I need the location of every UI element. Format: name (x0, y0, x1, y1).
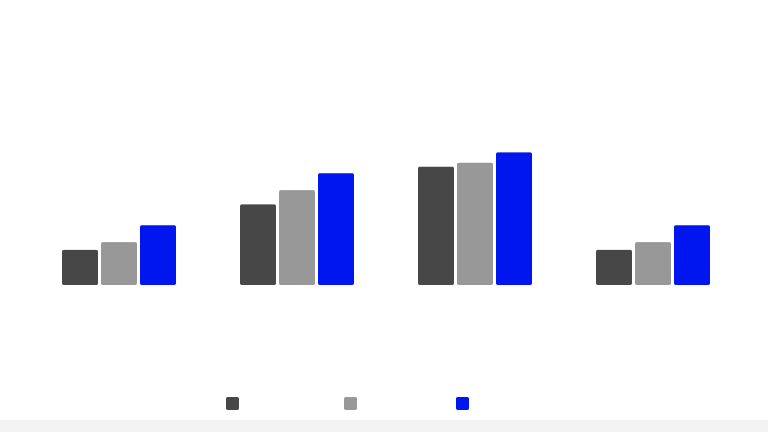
bar-series-3-group-3 (496, 152, 532, 285)
legend (226, 397, 469, 410)
bar-series-2-group-4 (635, 242, 671, 285)
bar-series-3-group-2 (318, 173, 354, 285)
bar-series-1-group-1 (62, 249, 98, 285)
bar-series-1-group-2 (240, 204, 276, 285)
bar-series-3-group-1 (140, 225, 176, 285)
bar-series-2-group-1 (101, 242, 137, 285)
bar-series-2-group-2 (279, 190, 315, 285)
bar-series-1-group-3 (418, 166, 454, 285)
bar-series-3-group-4 (674, 225, 710, 285)
legend-swatch-series-2 (344, 397, 357, 410)
bottom-band (0, 420, 768, 432)
bar-series-1-group-4 (596, 249, 632, 285)
bar-series-2-group-3 (457, 162, 493, 285)
legend-swatch-series-1 (226, 397, 239, 410)
bars-layer (62, 152, 710, 285)
legend-swatch-series-3 (456, 397, 469, 410)
